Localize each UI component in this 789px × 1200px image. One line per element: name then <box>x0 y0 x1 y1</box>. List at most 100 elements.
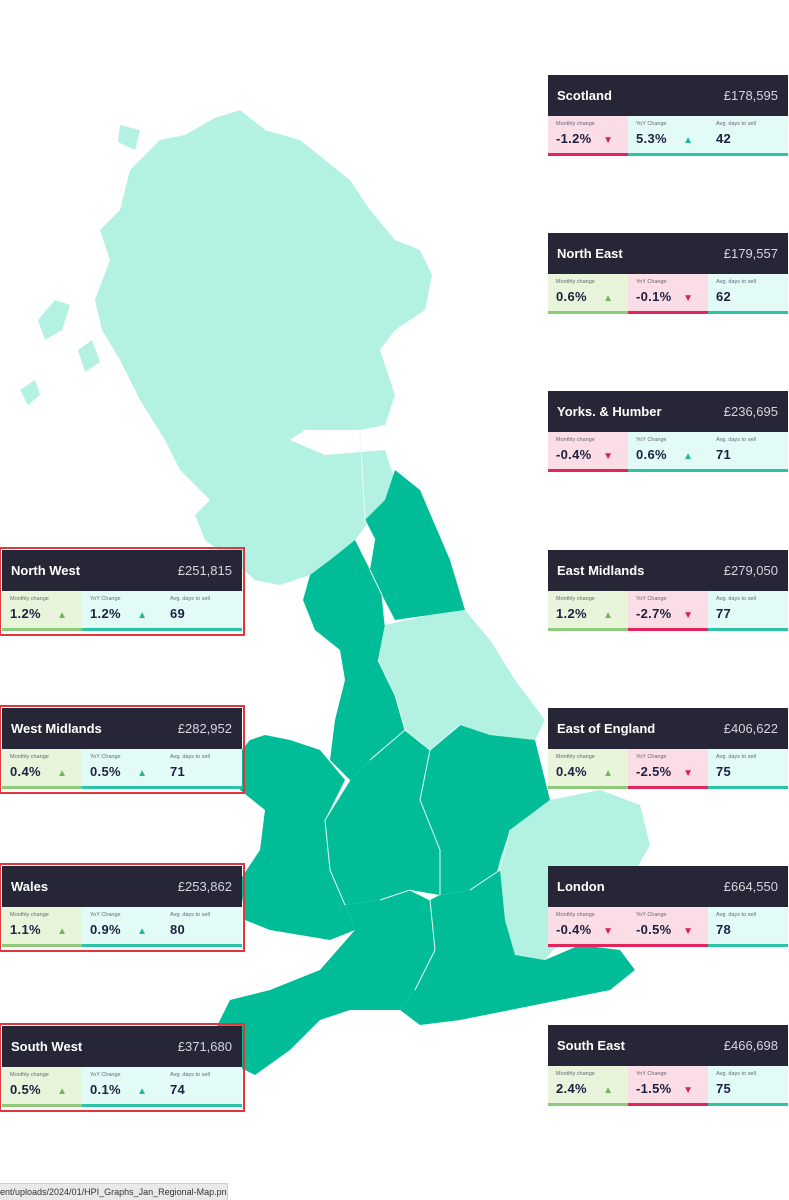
yoy-change: YoY Change 0.6% ▲ <box>628 432 708 472</box>
region-card-south-east[interactable]: South East £466,698 Monthly change 2.4% ▲ … <box>548 1025 788 1108</box>
region-price: £236,695 <box>723 404 778 419</box>
region-card-south-west[interactable]: South West £371,680 Monthly change 0.5% ▲ … <box>0 1023 245 1112</box>
yoy-change: YoY Change 0.1% ▲ <box>82 1067 162 1107</box>
card-header: South West £371,680 <box>2 1026 242 1067</box>
card-header: South East £466,698 <box>548 1025 788 1066</box>
yoy-change: YoY Change -2.5% ▼ <box>628 749 708 789</box>
up-arrow-icon: ▲ <box>57 610 67 621</box>
map-region-north-west <box>303 540 405 780</box>
up-arrow-icon: ▲ <box>57 1086 67 1097</box>
avg-days: Avg. days to sell 62 <box>708 274 788 314</box>
region-name: Yorks. & Humber <box>557 404 662 419</box>
avg-days: Avg. days to sell 77 <box>708 591 788 631</box>
monthly-change: Monthly change 2.4% ▲ <box>548 1066 628 1106</box>
card-header: Wales £253,862 <box>2 866 242 907</box>
yoy-change: YoY Change -0.1% ▼ <box>628 274 708 314</box>
status-bar-url: ent/uploads/2024/01/HPI_Graphs_Jan_Regio… <box>0 1183 228 1200</box>
region-card-scotland[interactable]: Scotland £178,595 Monthly change -1.2% ▼ Y… <box>548 75 788 158</box>
avg-days: Avg. days to sell 69 <box>162 591 242 631</box>
card-header: Scotland £178,595 <box>548 75 788 116</box>
yoy-change: YoY Change 0.9% ▲ <box>82 907 162 947</box>
region-name: North West <box>11 563 81 578</box>
monthly-change: Monthly change -1.2% ▼ <box>548 116 628 156</box>
region-card-london[interactable]: London £664,550 Monthly change -0.4% ▼ YoY… <box>548 866 788 949</box>
card-header: East of England £406,622 <box>548 708 788 749</box>
region-price: £253,862 <box>177 879 232 894</box>
region-card-north-east[interactable]: North East £179,557 Monthly change 0.6% ▲ … <box>548 233 788 316</box>
region-name: South West <box>11 1039 83 1054</box>
map-region-yorkshire <box>378 610 545 750</box>
down-arrow-icon: ▼ <box>683 293 693 304</box>
region-name: West Midlands <box>11 721 102 736</box>
region-name: Wales <box>11 879 49 894</box>
region-price: £406,622 <box>723 721 778 736</box>
region-price: £282,952 <box>177 721 232 736</box>
region-name: South East <box>557 1038 625 1053</box>
map-region-north-east <box>365 470 465 620</box>
yoy-change: YoY Change 1.2% ▲ <box>82 591 162 631</box>
up-arrow-icon: ▲ <box>603 293 613 304</box>
map-region-wales <box>225 735 355 940</box>
monthly-change: Monthly change -0.4% ▼ <box>548 907 628 947</box>
up-arrow-icon: ▲ <box>137 610 147 621</box>
up-arrow-icon: ▲ <box>683 135 693 146</box>
card-header: West Midlands £282,952 <box>2 708 242 749</box>
monthly-change: Monthly change 0.4% ▲ <box>548 749 628 789</box>
avg-days: Avg. days to sell 78 <box>708 907 788 947</box>
up-arrow-icon: ▲ <box>683 451 693 462</box>
region-name: East Midlands <box>557 563 645 578</box>
up-arrow-icon: ▲ <box>137 768 147 779</box>
avg-days: Avg. days to sell 71 <box>708 432 788 472</box>
region-price: £279,050 <box>723 563 778 578</box>
region-price: £251,815 <box>177 563 232 578</box>
down-arrow-icon: ▼ <box>683 610 693 621</box>
avg-days: Avg. days to sell 74 <box>162 1067 242 1107</box>
monthly-change: Monthly change 0.5% ▲ <box>2 1067 82 1107</box>
map-region-midlands <box>325 725 550 905</box>
region-card-east-midlands[interactable]: East Midlands £279,050 Monthly change 1.2… <box>548 550 788 633</box>
yoy-change: YoY Change -0.5% ▼ <box>628 907 708 947</box>
down-arrow-icon: ▼ <box>683 768 693 779</box>
down-arrow-icon: ▼ <box>603 451 613 462</box>
region-name: London <box>557 879 605 894</box>
up-arrow-icon: ▲ <box>603 1085 613 1096</box>
monthly-change: Monthly change 1.2% ▲ <box>548 591 628 631</box>
down-arrow-icon: ▼ <box>683 926 693 937</box>
monthly-change: Monthly change 1.1% ▲ <box>2 907 82 947</box>
down-arrow-icon: ▼ <box>603 135 613 146</box>
monthly-change: Monthly change -0.4% ▼ <box>548 432 628 472</box>
up-arrow-icon: ▲ <box>57 768 67 779</box>
avg-days: Avg. days to sell 75 <box>708 1066 788 1106</box>
map-region-south-east <box>400 870 635 1025</box>
region-card-wales[interactable]: Wales £253,862 Monthly change 1.1% ▲ YoY C… <box>0 863 245 952</box>
avg-days: Avg. days to sell 75 <box>708 749 788 789</box>
region-card-west-midlands[interactable]: West Midlands £282,952 Monthly change 0.4… <box>0 705 245 794</box>
card-header: North East £179,557 <box>548 233 788 274</box>
up-arrow-icon: ▲ <box>57 926 67 937</box>
monthly-change: Monthly change 1.2% ▲ <box>2 591 82 631</box>
region-name: Scotland <box>557 88 612 103</box>
yoy-change: YoY Change -2.7% ▼ <box>628 591 708 631</box>
up-arrow-icon: ▲ <box>603 768 613 779</box>
region-price: £179,557 <box>723 246 778 261</box>
down-arrow-icon: ▼ <box>603 926 613 937</box>
monthly-change: Monthly change 0.6% ▲ <box>548 274 628 314</box>
region-name: North East <box>557 246 623 261</box>
region-card-east-of-england[interactable]: East of England £406,622 Monthly change 0… <box>548 708 788 791</box>
region-price: £178,595 <box>723 88 778 103</box>
region-price: £664,550 <box>723 879 778 894</box>
region-card-north-west[interactable]: North West £251,815 Monthly change 1.2% ▲ … <box>0 547 245 636</box>
avg-days: Avg. days to sell 71 <box>162 749 242 789</box>
monthly-change: Monthly change 0.4% ▲ <box>2 749 82 789</box>
card-header: East Midlands £279,050 <box>548 550 788 591</box>
up-arrow-icon: ▲ <box>603 610 613 621</box>
map-region-south-west <box>210 890 435 1075</box>
region-card-yorkshire[interactable]: Yorks. & Humber £236,695 Monthly change -… <box>548 391 788 474</box>
card-header: Yorks. & Humber £236,695 <box>548 391 788 432</box>
map-region-borders <box>324 429 511 991</box>
up-arrow-icon: ▲ <box>137 1086 147 1097</box>
yoy-change: YoY Change 0.5% ▲ <box>82 749 162 789</box>
card-header: North West £251,815 <box>2 550 242 591</box>
down-arrow-icon: ▼ <box>683 1085 693 1096</box>
